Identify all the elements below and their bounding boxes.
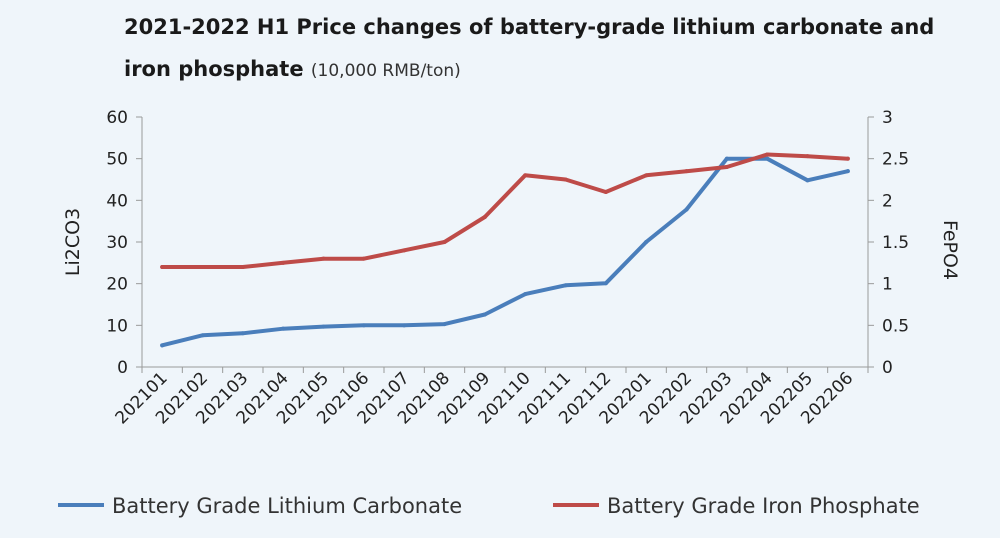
data-point <box>845 156 850 161</box>
right-tick-label: 2.5 <box>882 150 909 170</box>
left-tick-label: 30 <box>106 233 128 253</box>
data-point <box>523 173 528 178</box>
legend-label-1: Battery Grade Lithium Carbonate <box>112 494 462 518</box>
right-tick-label: 2 <box>882 191 893 211</box>
series-line-1 <box>160 156 850 348</box>
left-axis-title: Li2CO3 <box>62 208 84 276</box>
data-point <box>482 215 487 219</box>
right-axis-ticks: 0 0.5 1 1.5 2 2.5 3 <box>868 108 909 378</box>
right-tick-label: 1 <box>882 275 893 295</box>
right-tick-label: 3 <box>882 108 893 128</box>
data-point <box>482 312 487 317</box>
left-tick-label: 40 <box>106 191 128 211</box>
left-tick-label: 60 <box>106 108 128 128</box>
data-point <box>402 248 407 253</box>
right-axis-title: FePO4 <box>939 220 961 280</box>
data-point <box>321 324 326 329</box>
data-point <box>240 331 245 336</box>
data-point <box>765 152 770 157</box>
data-point <box>402 323 407 328</box>
legend-label-2: Battery Grade Iron Phosphate <box>607 494 920 518</box>
data-point <box>765 156 770 161</box>
data-point <box>361 323 366 328</box>
left-tick-label: 50 <box>106 150 128 170</box>
left-tick-label: 0 <box>117 358 128 378</box>
right-tick-label: 1.5 <box>882 233 909 253</box>
data-point <box>442 322 447 327</box>
axes <box>141 117 869 368</box>
data-point <box>281 260 286 265</box>
right-tick-label: 0 <box>882 358 893 378</box>
data-point <box>200 265 205 269</box>
chart-title: 2021-2022 H1 Price changes of battery-gr… <box>124 6 984 92</box>
data-point <box>644 240 649 244</box>
data-point <box>603 281 608 286</box>
data-point <box>321 256 326 261</box>
data-point <box>603 190 608 194</box>
data-point <box>684 207 689 212</box>
data-point <box>805 178 810 183</box>
left-axis-ticks: 0 10 20 30 40 50 60 <box>106 108 142 378</box>
data-point <box>563 177 568 182</box>
data-point <box>724 165 729 169</box>
data-point <box>684 169 689 174</box>
chart-unit: (10,000 RMB/ton) <box>310 61 461 81</box>
left-tick-label: 10 <box>106 316 128 336</box>
series-lines <box>160 152 850 348</box>
data-point <box>724 156 729 161</box>
series-line-2 <box>160 152 850 269</box>
data-point <box>644 173 649 178</box>
chart-title-text: 2021-2022 H1 Price changes of battery-gr… <box>124 15 935 81</box>
left-tick-label: 20 <box>106 275 128 295</box>
data-point <box>160 265 165 269</box>
data-point <box>563 283 568 288</box>
x-axis-ticks: 2021012021022021032021042021052021062021… <box>112 367 869 428</box>
data-point <box>442 240 447 244</box>
right-tick-label: 0.5 <box>882 316 909 336</box>
data-point <box>361 256 366 261</box>
data-point <box>281 326 286 331</box>
data-point <box>200 333 205 338</box>
legend: Battery Grade Lithium Carbonate Battery G… <box>58 494 920 518</box>
data-point <box>523 292 528 297</box>
data-point <box>805 154 810 159</box>
data-point <box>845 169 850 174</box>
data-point <box>240 265 245 269</box>
data-point <box>160 343 165 348</box>
